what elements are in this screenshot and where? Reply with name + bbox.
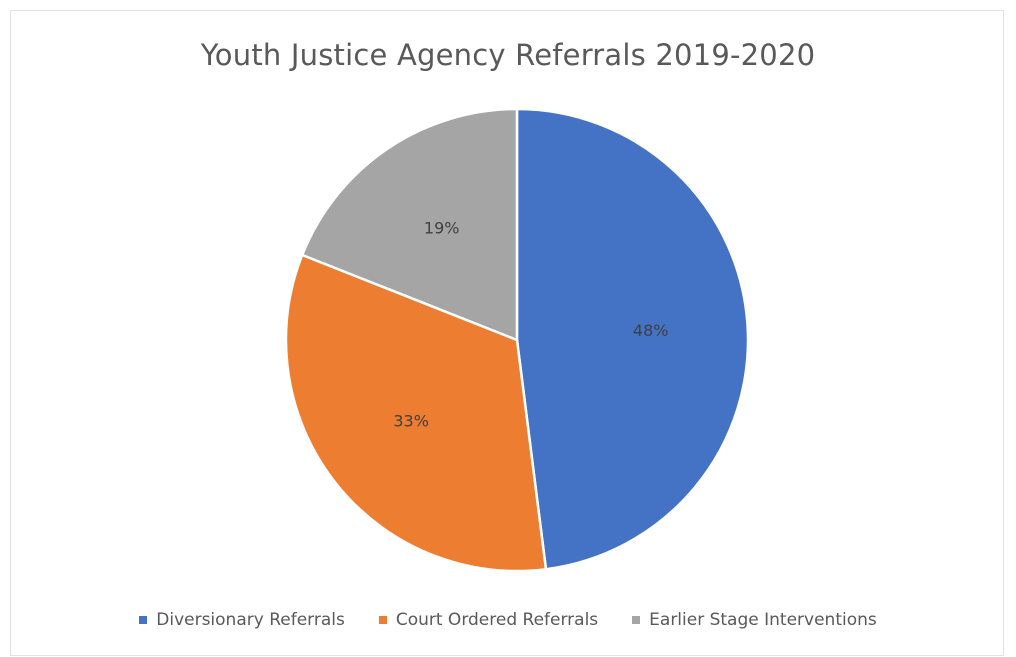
chart-legend: Diversionary Referrals Court Ordered Ref… — [0, 610, 1016, 630]
pie-slice-earlier-stage — [300, 107, 519, 342]
data-label-diversionary: 48% — [633, 321, 669, 340]
legend-label-court-ordered: Court Ordered Referrals — [395, 610, 599, 630]
legend-item-court-ordered: Court Ordered Referrals — [378, 610, 599, 630]
data-label-earlier-stage: 19% — [424, 219, 460, 238]
legend-label-earlier-stage: Earlier Stage Interventions — [649, 610, 877, 630]
legend-label-diversionary: Diversionary Referrals — [156, 610, 345, 630]
legend-item-diversionary: Diversionary Referrals — [139, 610, 345, 630]
data-label-court-ordered: 33% — [393, 412, 429, 431]
legend-swatch-court-ordered — [378, 616, 387, 624]
pie-data-labels: 48% 33% 19% — [393, 219, 668, 431]
pie-slice-court-ordered — [284, 253, 548, 573]
legend-swatch-earlier-stage — [632, 616, 641, 624]
pie-slice-diversionary — [515, 107, 750, 571]
chart-title: Youth Justice Agency Referrals 2019-2020 — [200, 38, 816, 72]
legend-swatch-diversionary — [139, 616, 148, 624]
pie-slices — [284, 107, 750, 573]
legend-item-earlier-stage: Earlier Stage Interventions — [632, 610, 877, 630]
